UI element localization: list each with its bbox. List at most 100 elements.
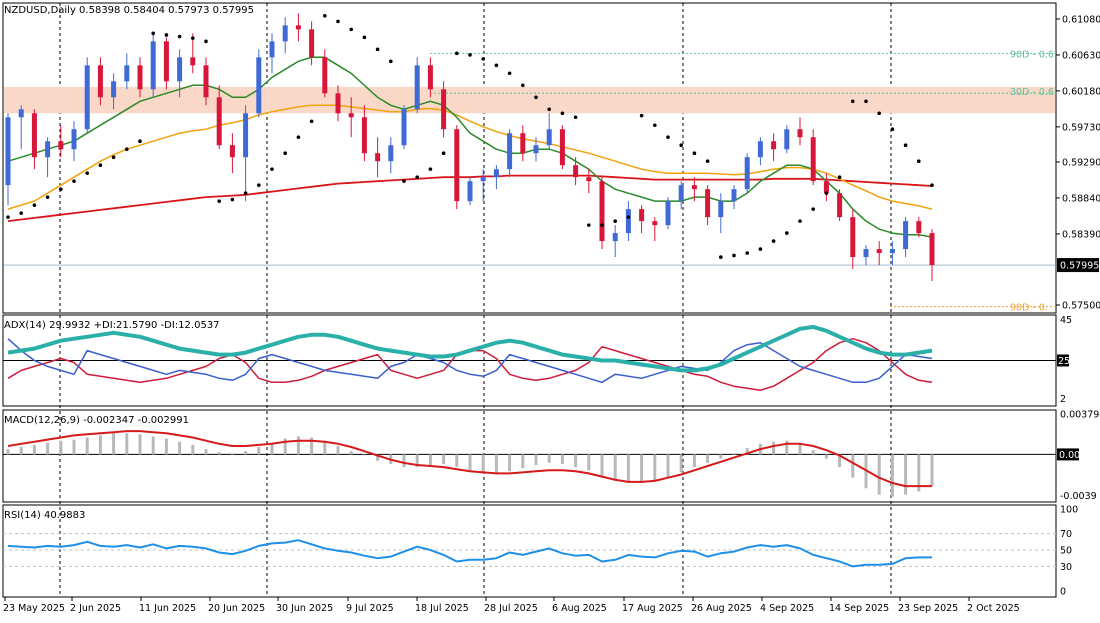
time-label: 9 Jul 2025: [346, 603, 394, 614]
candle-body: [520, 133, 526, 154]
candle: [84, 57, 90, 134]
candle-body: [586, 177, 592, 182]
macd-histogram-bar: [428, 454, 432, 465]
macd-histogram-bar: [719, 454, 723, 459]
candle-body: [441, 89, 447, 130]
macd-histogram-bar: [521, 454, 525, 469]
psar-dot: [217, 199, 221, 203]
macd-axis-label: 0.003796: [1060, 410, 1100, 421]
psar-dot: [468, 53, 472, 57]
rsi-header: RSI(14) 40.9883: [4, 510, 85, 521]
candle: [625, 201, 631, 242]
psar-dot: [45, 195, 50, 199]
macd-zero-tag: [1057, 448, 1079, 461]
resistance-zone: [4, 86, 1055, 114]
macd-histogram-bar: [877, 454, 881, 495]
psar-dot: [455, 51, 459, 56]
candle: [678, 181, 684, 210]
psar-dot: [336, 19, 340, 24]
macd-histogram-bar: [798, 443, 802, 455]
adx-pane: 45 25 2: [3, 315, 1072, 405]
psar-dot: [851, 99, 855, 104]
macd-histogram-bar: [917, 454, 921, 492]
candle: [256, 49, 262, 118]
candle-body: [97, 65, 103, 98]
macd-histogram-bar: [785, 440, 789, 455]
psar-dot: [890, 127, 895, 132]
macd-histogram-bar: [59, 440, 63, 455]
psar-dot: [573, 115, 578, 120]
macd-histogram-bar: [204, 449, 208, 455]
macd-signal-line: [7, 430, 932, 488]
candle-body: [612, 233, 618, 242]
candle-body: [203, 65, 209, 98]
candle-body: [837, 193, 843, 218]
adx-axis-label: 25: [1058, 356, 1070, 367]
candle: [705, 185, 711, 226]
time-label: 14 Sep 2025: [829, 603, 889, 614]
macd-histogram-bar: [745, 448, 749, 455]
candle-body: [137, 65, 143, 90]
psar-dot: [679, 143, 683, 148]
candle-body: [243, 113, 249, 158]
candle: [229, 133, 235, 174]
time-label: 2 Jun 2025: [70, 603, 121, 614]
macd-histogram-bar: [138, 434, 142, 455]
candle: [414, 57, 420, 114]
candle-body: [876, 249, 882, 254]
fib-label: 30D - 0.6: [1010, 87, 1054, 98]
macd-histogram-bar: [6, 449, 10, 455]
psar-dot: [600, 223, 604, 227]
adx-axis-label: 45: [1060, 315, 1072, 326]
macd-histogram-bar: [508, 454, 512, 472]
candle-body: [678, 185, 684, 202]
macd-axis-label: 0.00: [1059, 450, 1080, 461]
candle-body: [45, 141, 51, 158]
macd-histogram-bar: [336, 445, 340, 455]
psar-dot: [415, 175, 420, 179]
candle: [216, 85, 222, 150]
candle-body: [546, 129, 552, 146]
psar-dot: [692, 151, 697, 156]
adx-line: [7, 324, 933, 373]
price-label: 0.60630: [1062, 50, 1100, 61]
psar-dot: [494, 63, 499, 68]
macd-histogram-bar: [164, 438, 168, 455]
candle-body: [691, 185, 697, 190]
macd-histogram-bar: [85, 437, 89, 455]
candle: [718, 193, 724, 234]
candle: [71, 121, 77, 162]
candle-body: [375, 153, 381, 162]
candle-body: [850, 217, 856, 258]
psar-dot: [811, 207, 815, 211]
candle-body: [361, 117, 367, 154]
pane-frame-0: [2, 2, 1057, 314]
macd-histogram-bar: [640, 454, 644, 483]
macd-histogram-bar: [613, 454, 617, 481]
candle-body: [282, 25, 288, 42]
candle: [150, 33, 156, 98]
psar-dot: [257, 183, 261, 187]
macd-histogram-bar: [666, 454, 670, 478]
macd-histogram-bar: [706, 454, 710, 463]
psar-dot: [177, 34, 182, 39]
psar-dot: [613, 219, 617, 223]
candle-body: [111, 81, 117, 98]
macd-histogram-bar: [362, 454, 366, 456]
macd-histogram-bar: [653, 454, 657, 481]
psar-dot: [666, 135, 670, 140]
psar-dot: [785, 231, 789, 235]
psar-dot: [441, 151, 446, 156]
candle: [441, 81, 447, 138]
candle-body: [309, 29, 315, 58]
psar-dot: [719, 255, 723, 259]
candle-body: [401, 109, 407, 146]
macd-histogram-bar: [600, 454, 604, 476]
macd-histogram-bar: [481, 454, 485, 474]
candle: [163, 37, 169, 90]
psar-dot: [151, 31, 155, 36]
psar-dot: [587, 223, 591, 227]
psar-dot: [138, 139, 142, 144]
macd-histogram-bar: [178, 441, 182, 455]
